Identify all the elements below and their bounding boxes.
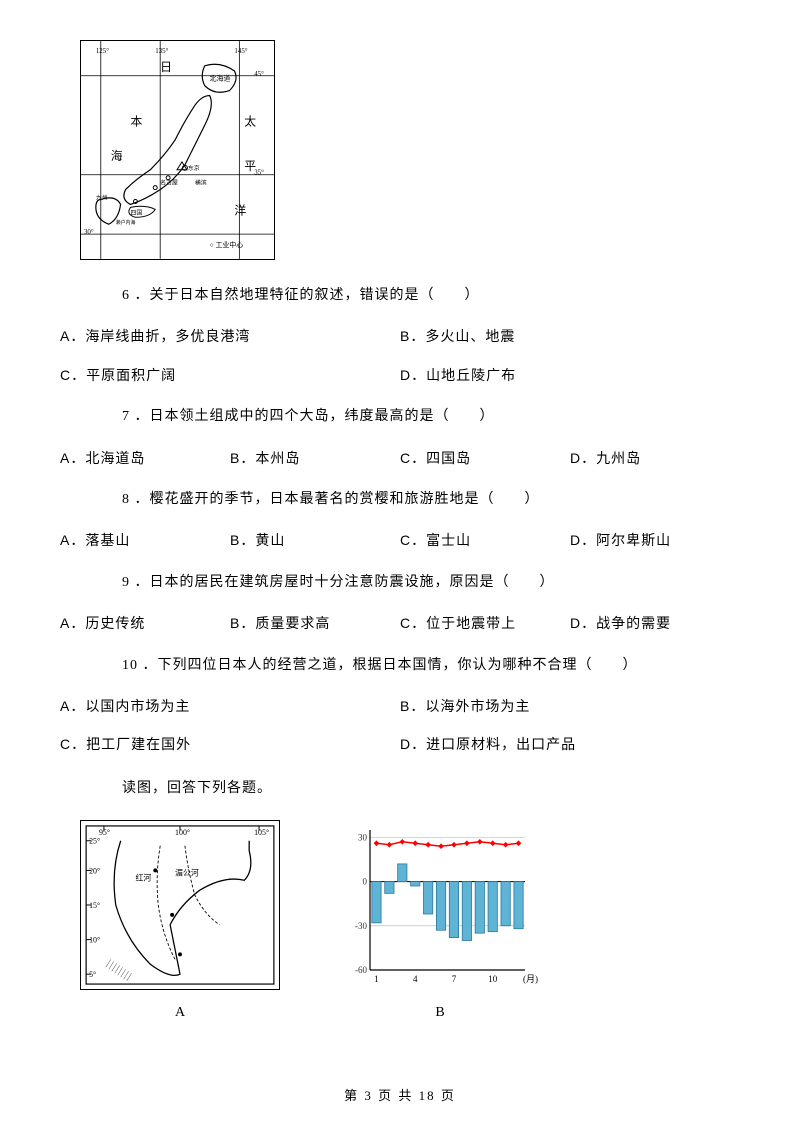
q9-opt-b-text: 质量要求高: [255, 617, 330, 632]
footer-prefix: 第: [344, 1088, 359, 1103]
svg-text:○ 工业中心: ○ 工业中心: [210, 240, 244, 249]
q9-opt-a: A．历史传统: [60, 612, 230, 636]
figure-b-label: B: [340, 1002, 540, 1024]
svg-text:35°: 35°: [254, 170, 264, 177]
svg-text:日: 日: [160, 60, 172, 74]
svg-text:红河: 红河: [136, 872, 152, 882]
svg-text:135°: 135°: [155, 48, 168, 55]
svg-text:125°: 125°: [96, 48, 109, 55]
q9-opt-d: D．战争的需要: [570, 612, 740, 636]
instruction-text: 读图，回答下列各题。: [122, 778, 740, 800]
svg-text:-30: -30: [355, 921, 367, 931]
q8-opt-c-text: 富士山: [426, 534, 471, 549]
svg-text:太: 太: [244, 114, 256, 128]
svg-text:名古屋: 名古屋: [160, 179, 178, 187]
q6-opt-d-text: 山地丘陵广布: [426, 369, 516, 384]
svg-text:100°: 100°: [175, 828, 190, 837]
q8-opt-d: D．阿尔卑斯山: [570, 529, 740, 553]
q10-opt-b: B．以海外市场为主: [400, 695, 740, 719]
svg-text:东京: 东京: [188, 164, 200, 172]
svg-text:濑户内海: 濑户内海: [116, 219, 136, 226]
svg-text:45°: 45°: [254, 71, 264, 78]
figure-b-chart: 30 0 -30 -60 1 4 7 10 (月): [340, 820, 540, 990]
q9-opt-c-text: 位于地震带上: [426, 617, 516, 632]
q6-opt-a: A．海岸线曲折，多优良港湾: [60, 325, 400, 349]
svg-text:10: 10: [488, 974, 498, 984]
q9-opt-b: B．质量要求高: [230, 612, 400, 636]
q9-opt-c: C．位于地震带上: [400, 612, 570, 636]
q6-text: 6 ．关于日本自然地理特征的叙述，错误的是（ ）: [122, 285, 740, 307]
q7-opt-b: B．本州岛: [230, 447, 400, 471]
svg-text:95°: 95°: [99, 828, 110, 837]
figure-a-label: A: [80, 1002, 280, 1024]
footer-suffix: 页: [441, 1088, 456, 1103]
figure-a-map: 95°100°105°25°20°15°10°5°红河湄公河: [80, 820, 280, 990]
q8-opt-b-text: 黄山: [255, 534, 285, 549]
q7-opt-a-text: 北海道岛: [85, 452, 145, 467]
q10-opt-c-text: 把工厂建在国外: [86, 738, 191, 753]
q7-opt-b-text: 本州岛: [255, 452, 300, 467]
q9-opt-d-text: 战争的需要: [596, 617, 671, 632]
q9-text: 9 ．日本的居民在建筑房屋时十分注意防震设施，原因是（ ）: [122, 572, 740, 594]
q10-opt-c: C．把工厂建在国外: [60, 733, 400, 757]
q8-opt-b: B．黄山: [230, 529, 400, 553]
q6-opt-a-text: 海岸线曲折，多优良港湾: [85, 330, 250, 345]
q8-opt-a: A．落基山: [60, 529, 230, 553]
q10-opt-d: D．进口原材料，出口产品: [400, 733, 740, 757]
svg-text:7: 7: [452, 974, 457, 984]
svg-text:北海道: 北海道: [210, 74, 231, 83]
page-footer: 第 3 页 共 18 页: [0, 1086, 800, 1107]
svg-text:-60: -60: [355, 965, 367, 975]
q7-opt-a: A．北海道岛: [60, 447, 230, 471]
svg-text:四国: 四国: [130, 209, 142, 216]
q6-opt-c: C．平原面积广阔: [60, 364, 400, 388]
q7-opt-c-text: 四国岛: [426, 452, 471, 467]
q7-opt-c: C．四国岛: [400, 447, 570, 471]
svg-text:本: 本: [130, 114, 142, 128]
q10-opt-a-text: 以国内市场为主: [85, 700, 190, 715]
q10-text: 10 ．下列四位日本人的经营之道，根据日本国情，你认为哪种不合理（ ）: [122, 655, 740, 677]
footer-page-current: 3: [364, 1088, 373, 1103]
footer-mid: 页 共: [378, 1088, 413, 1103]
svg-text:4: 4: [413, 974, 418, 984]
svg-text:105°: 105°: [254, 828, 269, 837]
q7-text: 7 ．日本领土组成中的四个大岛，纬度最高的是（ ）: [122, 406, 740, 428]
svg-text:(月): (月): [523, 974, 538, 984]
japan-map: 日本海太平洋北海道名古屋东京横滨九州四国濑户内海125°135°145°45°3…: [80, 40, 275, 260]
q8-opt-a-text: 落基山: [85, 534, 130, 549]
svg-text:湄公河: 湄公河: [175, 868, 199, 877]
svg-text:横滨: 横滨: [195, 179, 207, 187]
footer-page-total: 18: [419, 1088, 436, 1103]
q7-opt-d-text: 九州岛: [596, 452, 641, 467]
q9-opt-a-text: 历史传统: [85, 617, 145, 632]
svg-text:30: 30: [358, 832, 368, 842]
svg-text:洋: 洋: [234, 203, 246, 217]
q6-opt-b-text: 多火山、地震: [425, 330, 515, 345]
q10-opt-a: A．以国内市场为主: [60, 695, 400, 719]
q7-opt-d: D．九州岛: [570, 447, 740, 471]
q8-opt-d-text: 阿尔卑斯山: [596, 534, 671, 549]
q6-opt-c-text: 平原面积广阔: [86, 369, 176, 384]
q6-opt-b: B．多火山、地震: [400, 325, 740, 349]
q6-opt-d: D．山地丘陵广布: [400, 364, 740, 388]
q10-opt-b-text: 以海外市场为主: [425, 700, 530, 715]
svg-text:30°: 30°: [84, 229, 94, 236]
svg-text:九州: 九州: [96, 193, 108, 201]
svg-text:1: 1: [374, 974, 379, 984]
svg-text:145°: 145°: [234, 48, 247, 55]
svg-text:海: 海: [111, 149, 123, 163]
q10-opt-d-text: 进口原材料，出口产品: [426, 738, 576, 753]
q8-opt-c: C．富士山: [400, 529, 570, 553]
q8-text: 8 ．樱花盛开的季节，日本最著名的赏樱和旅游胜地是（ ）: [122, 489, 740, 511]
svg-text:0: 0: [363, 877, 368, 887]
